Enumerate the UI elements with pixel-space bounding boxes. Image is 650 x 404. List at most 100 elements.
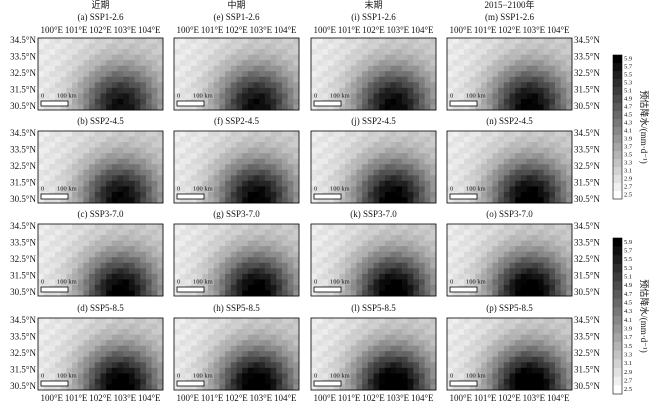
raster-cell — [134, 362, 141, 369]
raster-cell — [464, 38, 471, 44]
raster-cell — [134, 197, 141, 204]
raster-cell — [509, 186, 516, 193]
raster-cell — [83, 169, 90, 176]
raster-cell — [367, 290, 374, 297]
raster-cell — [492, 131, 499, 137]
raster-cell — [202, 240, 209, 247]
raster-cell — [77, 186, 84, 193]
raster-cell — [259, 329, 266, 336]
raster-cell — [225, 49, 232, 56]
raster-cell — [151, 323, 158, 330]
raster-cell — [373, 142, 380, 149]
raster-cell — [123, 98, 130, 105]
raster-cell — [311, 49, 318, 56]
raster-cell — [520, 131, 527, 137]
raster-cell — [458, 153, 465, 160]
raster-cell — [38, 43, 45, 50]
raster-cell — [333, 334, 340, 341]
raster-cell — [145, 268, 153, 275]
raster-cell — [242, 38, 249, 44]
raster-cell — [253, 131, 260, 137]
raster-cell — [549, 164, 556, 171]
raster-cell — [60, 373, 67, 380]
raster-cell — [43, 224, 50, 230]
raster-cell — [236, 268, 243, 275]
raster-cell — [509, 235, 516, 242]
raster-cell — [259, 367, 266, 374]
raster-cell — [242, 246, 249, 253]
raster-cell — [77, 235, 84, 242]
raster-cell — [464, 131, 471, 137]
lat-label: 30.5°N — [10, 194, 36, 204]
raster-cell — [83, 65, 90, 72]
raster-cell — [333, 180, 340, 187]
raster-cell — [77, 257, 84, 264]
raster-cell — [281, 246, 289, 253]
raster-cell — [328, 323, 335, 330]
raster-cell — [498, 76, 505, 83]
raster-cell — [287, 82, 294, 89]
scale-bar — [449, 286, 478, 293]
raster-cell — [157, 164, 164, 171]
raster-cell — [83, 323, 90, 330]
raster-cell — [356, 345, 363, 352]
raster-cell — [339, 38, 346, 44]
raster-cell — [43, 136, 50, 143]
column-title: 末期 — [364, 0, 382, 10]
raster-cell — [287, 197, 294, 204]
raster-cell — [413, 318, 420, 324]
raster-cell — [407, 87, 414, 94]
raster-cell — [208, 378, 215, 385]
raster-cell — [213, 49, 220, 56]
raster-cell — [526, 147, 533, 154]
raster-cell — [236, 229, 243, 236]
raster-cell — [469, 142, 476, 149]
raster-cell — [106, 82, 113, 89]
raster-cell — [413, 378, 420, 385]
raster-cell — [230, 257, 237, 264]
raster-cell — [481, 345, 488, 352]
raster-cell — [225, 98, 232, 105]
raster-cell — [384, 71, 391, 78]
raster-cell — [373, 175, 380, 182]
raster-cell — [60, 104, 67, 111]
raster-cell — [396, 65, 403, 72]
raster-cell — [83, 373, 90, 380]
raster-cell — [242, 229, 249, 236]
raster-cell — [111, 334, 118, 341]
raster-cell — [49, 329, 56, 336]
raster-cell — [447, 229, 454, 236]
raster-cell — [157, 38, 164, 44]
raster-cell — [520, 229, 527, 236]
raster-cell — [77, 378, 84, 385]
raster-cell — [100, 175, 107, 182]
raster-cell — [236, 273, 243, 280]
colorbar-tick: 5.5 — [624, 71, 632, 78]
raster-cell — [247, 169, 254, 176]
raster-cell — [452, 345, 459, 352]
raster-cell — [549, 367, 556, 374]
raster-cell — [123, 279, 130, 286]
raster-cell — [390, 186, 397, 193]
raster-cell — [83, 43, 90, 50]
lon-label: 100°E — [313, 25, 336, 35]
raster-cell — [208, 224, 215, 230]
map-panel — [38, 38, 164, 111]
raster-cell — [174, 65, 181, 72]
raster-cell — [373, 71, 380, 78]
raster-cell — [362, 60, 369, 67]
raster-cell — [111, 43, 118, 50]
raster-cell — [134, 49, 141, 56]
raster-cell — [43, 76, 50, 83]
raster-cell — [253, 197, 260, 204]
raster-cell — [202, 373, 209, 380]
raster-cell — [100, 356, 107, 363]
raster-cell — [66, 284, 73, 291]
raster-cell — [430, 54, 437, 61]
raster-cell — [520, 334, 527, 341]
raster-cell — [94, 147, 101, 154]
raster-cell — [259, 246, 266, 253]
raster-cell — [339, 224, 346, 230]
raster-cell — [270, 340, 277, 347]
raster-cell — [498, 147, 505, 154]
